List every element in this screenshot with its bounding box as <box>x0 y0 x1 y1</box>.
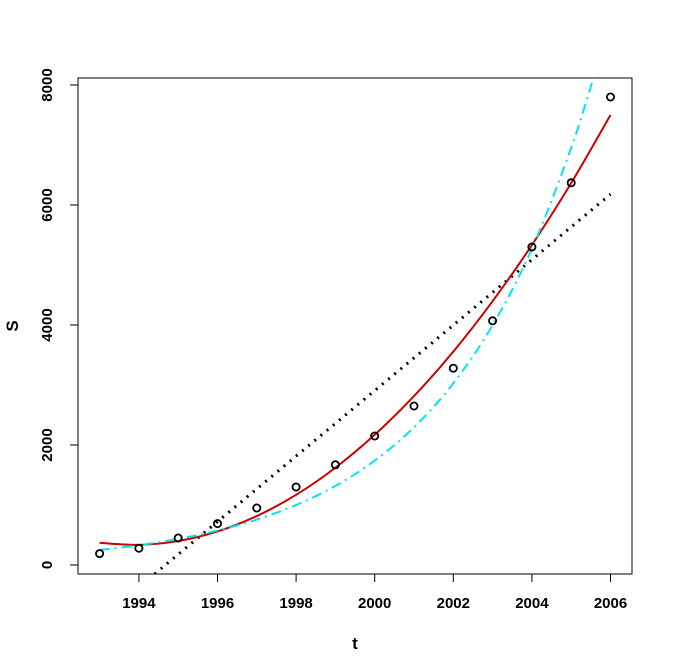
y-tick-label: 2000 <box>39 428 56 461</box>
data-point <box>173 533 183 543</box>
data-point <box>95 549 105 559</box>
fit-lines <box>99 78 612 574</box>
x-tick-label: 2000 <box>358 595 391 612</box>
x-tick-label: 2004 <box>515 595 549 612</box>
y-axis: 0 2000 4000 6000 8000 <box>39 68 78 569</box>
y-tick-label: 6000 <box>39 188 56 221</box>
x-axis: 1994 1996 1998 2000 2002 2004 2006 <box>122 574 627 612</box>
data-point <box>330 460 340 470</box>
linear-fit-line <box>153 193 612 574</box>
data-point <box>409 401 419 411</box>
data-point <box>212 519 222 529</box>
data-point <box>527 242 537 252</box>
data-point <box>370 431 380 441</box>
data-point <box>566 178 576 188</box>
data-point <box>291 482 301 492</box>
data-point <box>606 92 616 102</box>
x-tick-label: 1998 <box>279 595 312 612</box>
x-tick-label: 1996 <box>201 595 234 612</box>
quadratic-fit-line <box>99 114 612 546</box>
data-point <box>134 543 144 553</box>
data-points <box>95 92 616 559</box>
x-tick-label: 2002 <box>437 595 470 612</box>
x-tick-label: 2006 <box>594 595 627 612</box>
y-tick-label: 4000 <box>39 308 56 341</box>
plot-frame <box>77 77 633 575</box>
y-tick-label: 8000 <box>39 68 56 101</box>
y-axis-label: S <box>3 320 22 331</box>
data-point <box>488 316 498 326</box>
x-tick-label: 1994 <box>122 595 156 612</box>
data-point <box>448 363 458 373</box>
exponential-fit-line <box>99 78 595 551</box>
x-axis-label: t <box>352 634 358 653</box>
data-point <box>252 503 262 513</box>
y-tick-label: 0 <box>39 561 56 569</box>
